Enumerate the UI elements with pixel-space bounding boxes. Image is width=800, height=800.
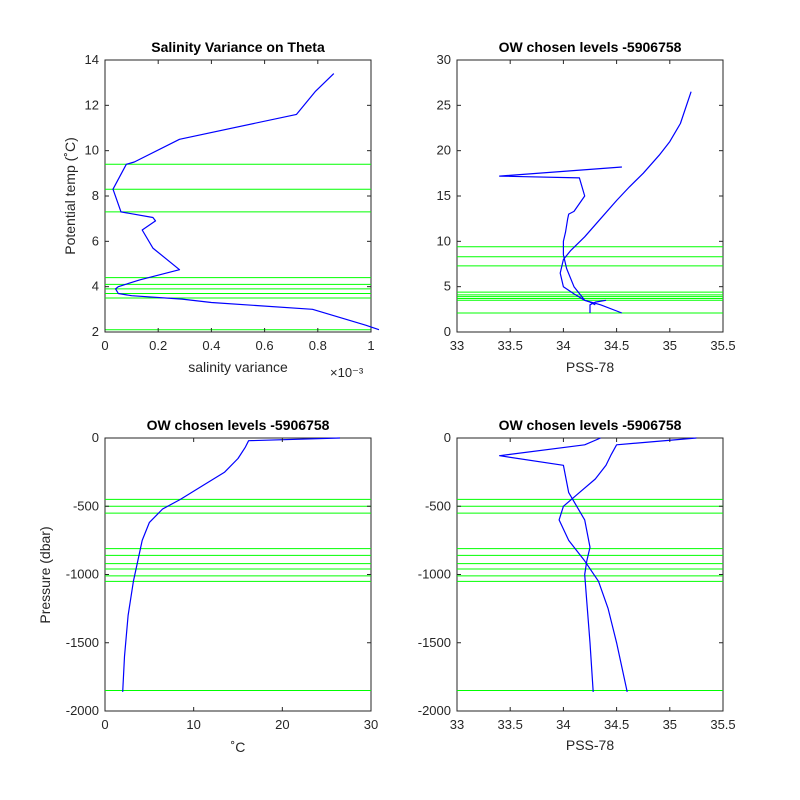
y-tick-label: -500 bbox=[73, 498, 99, 513]
profile-line bbox=[589, 299, 607, 313]
chart-title: OW chosen levels -5906758 bbox=[499, 39, 682, 55]
x-tick-label: 33.5 bbox=[498, 717, 523, 732]
y-axis: 2 4 6 8 10 12 14 bbox=[85, 52, 371, 339]
profile-lines bbox=[499, 437, 697, 693]
y-tick-label: 6 bbox=[92, 233, 99, 248]
profile-line bbox=[122, 437, 341, 692]
x-tick-label: 35.5 bbox=[710, 717, 735, 732]
panel-theta-salinity: 33 33.5 34 34.5 35 35.5 0 5 10 15 20 25 30 OW chose… bbox=[437, 39, 736, 375]
profile-lines bbox=[112, 73, 380, 331]
y-tick-label: -2000 bbox=[418, 703, 451, 718]
y-tick-label: -1500 bbox=[66, 635, 99, 650]
y-tick-label: 15 bbox=[437, 188, 451, 203]
x-axis-label: ˚C bbox=[231, 739, 246, 755]
y-tick-label: 5 bbox=[444, 279, 451, 294]
y-tick-label: 25 bbox=[437, 97, 451, 112]
x-tick-label: 30 bbox=[364, 717, 378, 732]
y-tick-label: 20 bbox=[437, 143, 451, 158]
y-tick-label: -500 bbox=[425, 498, 451, 513]
y-tick-label: 0 bbox=[444, 324, 451, 339]
x-tick-label: 0.8 bbox=[309, 338, 327, 353]
y-tick-label: -1000 bbox=[66, 567, 99, 582]
y-tick-label: 0 bbox=[92, 430, 99, 445]
y-axis-label: Potential temp (˚C) bbox=[62, 137, 78, 254]
y-tick-label: 0 bbox=[444, 430, 451, 445]
y-tick-label: -1500 bbox=[418, 635, 451, 650]
y-tick-label: 4 bbox=[92, 279, 99, 294]
profile-line bbox=[112, 73, 380, 331]
x-axis-multiplier: ×10⁻³ bbox=[330, 365, 364, 380]
y-tick-label: 8 bbox=[92, 188, 99, 203]
profile-line bbox=[499, 437, 601, 692]
y-tick-label: -2000 bbox=[66, 703, 99, 718]
y-axis: 0 5 10 15 20 25 30 bbox=[437, 52, 723, 339]
x-tick-label: 34 bbox=[556, 717, 570, 732]
x-tick-label: 35 bbox=[663, 717, 677, 732]
profile-lines bbox=[122, 437, 341, 692]
x-axis: 0 10 20 30 bbox=[101, 438, 378, 732]
x-tick-label: 0.4 bbox=[202, 338, 220, 353]
x-tick-label: 34.5 bbox=[604, 338, 629, 353]
profile-lines bbox=[499, 91, 692, 314]
chart-title: OW chosen levels -5906758 bbox=[147, 417, 330, 433]
panel-pressure-salinity: 33 33.5 34 34.5 35 35.5 -2000-1500-1000-5000 … bbox=[418, 417, 736, 753]
x-tick-label: 33 bbox=[450, 717, 464, 732]
panel-pressure-temperature: 0 10 20 30 -2000 -1500 -1000 -500 0 OW chosen l… bbox=[37, 417, 378, 755]
profile-line bbox=[559, 91, 692, 306]
y-axis: -2000 -1500 -1000 -500 0 bbox=[66, 430, 371, 718]
y-tick-label: 12 bbox=[85, 97, 99, 112]
chart-title: Salinity Variance on Theta bbox=[151, 39, 325, 55]
y-tick-label: -1000 bbox=[418, 567, 451, 582]
chosen-levels bbox=[457, 246, 723, 314]
x-tick-label: 0 bbox=[101, 338, 108, 353]
profile-line bbox=[558, 437, 697, 693]
plot-area bbox=[104, 59, 372, 333]
x-tick-label: 0.2 bbox=[149, 338, 167, 353]
x-axis: 33 33.5 34 34.5 35 35.5 bbox=[450, 60, 736, 353]
x-axis: 0 0.2 0.4 0.6 0.8 1 bbox=[101, 60, 375, 353]
x-axis-label: salinity variance bbox=[188, 359, 288, 375]
x-axis-label: PSS-78 bbox=[566, 359, 614, 375]
x-tick-label: 1 bbox=[367, 338, 374, 353]
y-tick-label: 30 bbox=[437, 52, 451, 67]
x-axis-label: PSS-78 bbox=[566, 737, 614, 753]
y-axis: -2000 -1500 -1000 -500 0 bbox=[418, 430, 723, 718]
x-tick-label: 20 bbox=[275, 717, 289, 732]
y-tick-label: 10 bbox=[437, 233, 451, 248]
x-tick-label: 34 bbox=[556, 338, 570, 353]
x-axis: 33 33.5 34 34.5 35 35.5 bbox=[450, 438, 736, 732]
x-tick-label: 0 bbox=[101, 717, 108, 732]
x-tick-label: 35.5 bbox=[710, 338, 735, 353]
plot-area bbox=[456, 59, 724, 333]
profile-line bbox=[499, 166, 623, 314]
x-tick-label: 33 bbox=[450, 338, 464, 353]
y-tick-label: 10 bbox=[85, 143, 99, 158]
x-tick-label: 10 bbox=[186, 717, 200, 732]
y-tick-label: 2 bbox=[92, 324, 99, 339]
x-tick-label: 34.5 bbox=[604, 717, 629, 732]
x-tick-label: 33.5 bbox=[498, 338, 523, 353]
x-tick-label: 0.6 bbox=[256, 338, 274, 353]
x-tick-label: 35 bbox=[663, 338, 677, 353]
y-axis-label: Pressure (dbar) bbox=[37, 526, 53, 623]
y-tick-label: 14 bbox=[85, 52, 99, 67]
chart-title: OW chosen levels -5906758 bbox=[499, 417, 682, 433]
panel-salinity-variance: 0 0.2 0.4 0.6 0.8 1 2 4 6 8 10 12 14 Salinity Varia… bbox=[62, 39, 380, 380]
plot-area bbox=[456, 437, 724, 712]
plot-area bbox=[104, 437, 372, 712]
chosen-levels bbox=[105, 498, 371, 692]
